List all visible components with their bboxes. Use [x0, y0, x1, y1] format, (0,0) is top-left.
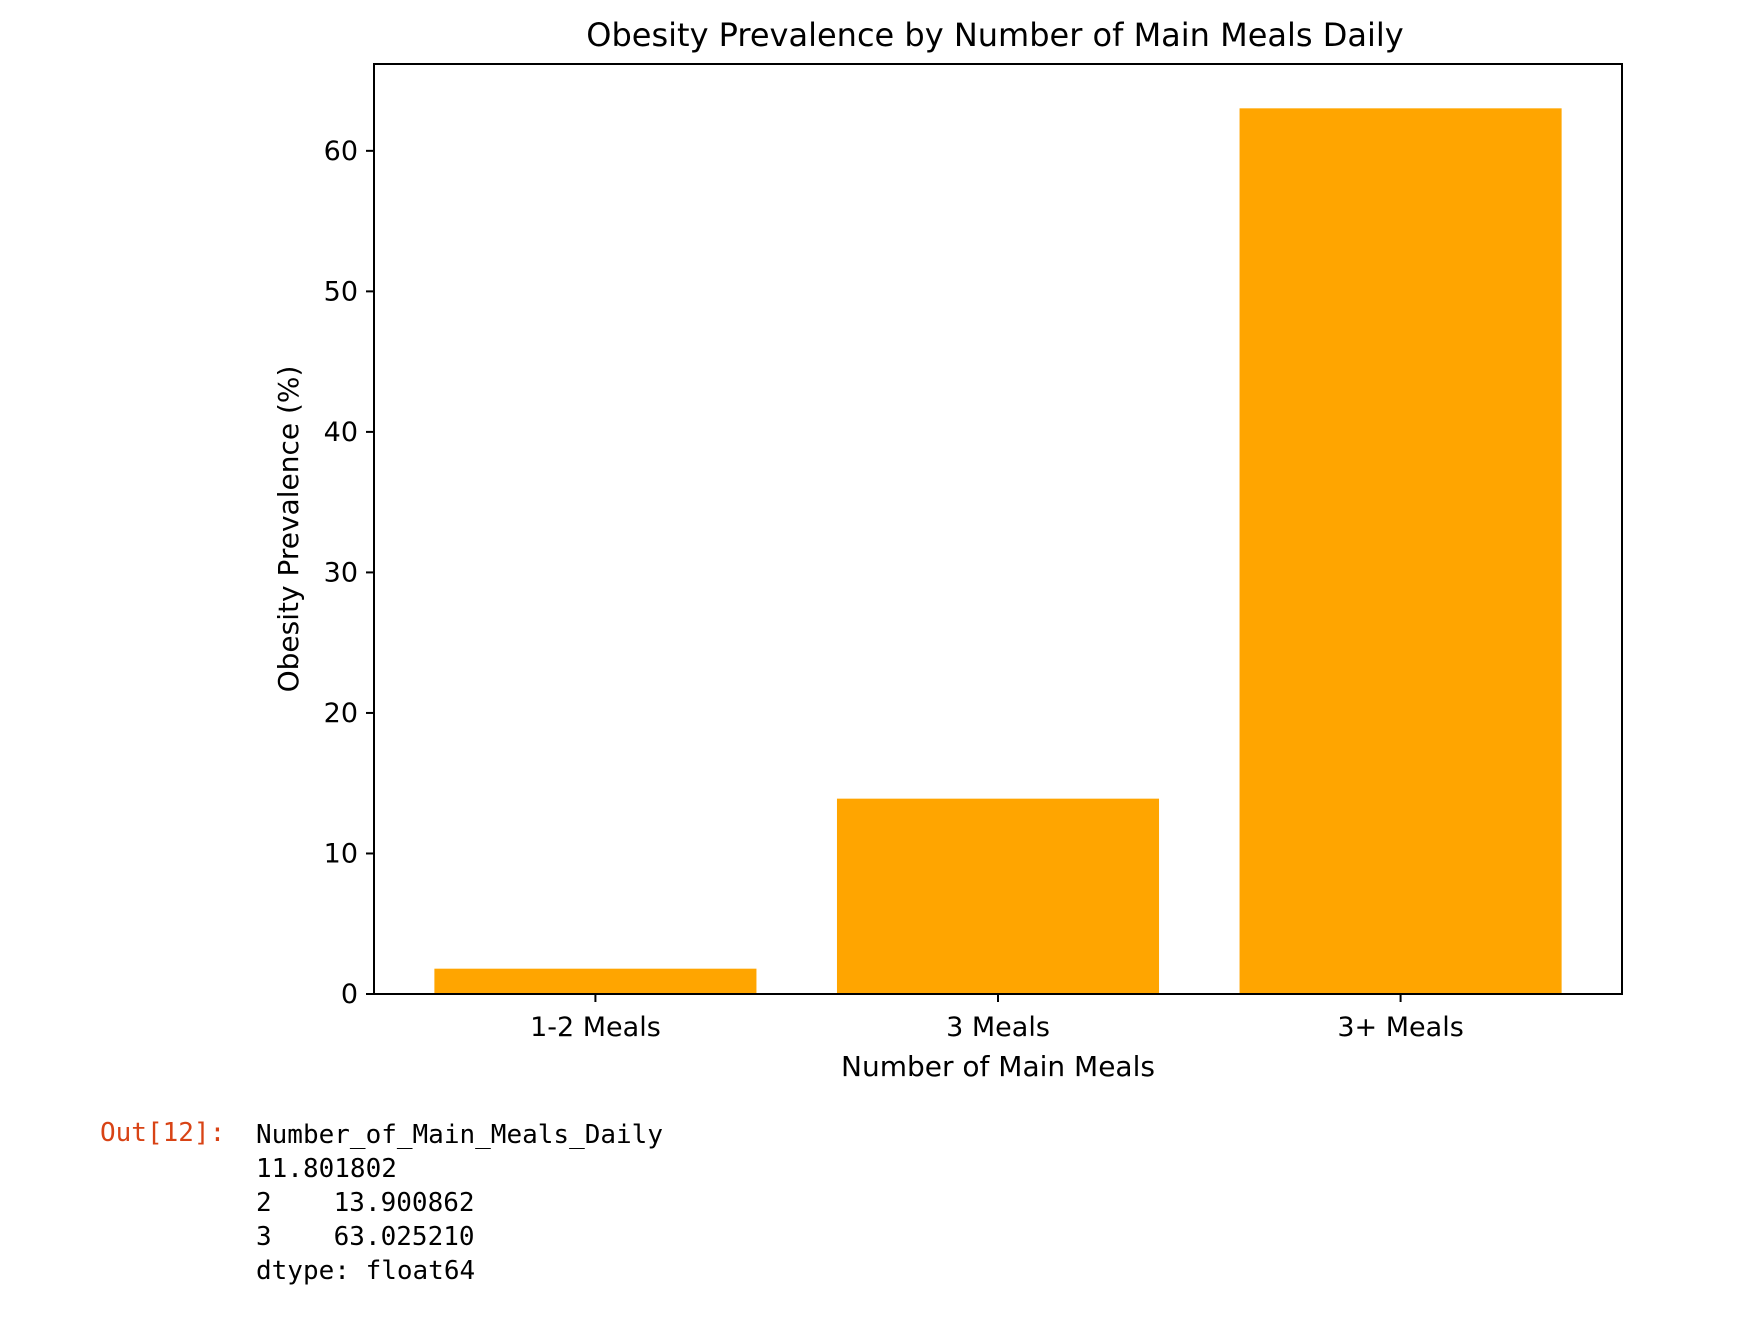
- output-series-name: Number_of_Main_Meals_Daily: [256, 1120, 663, 1150]
- plot-frame: [373, 63, 1623, 995]
- x-tick-label: 3 Meals: [946, 1012, 1050, 1043]
- output-row-index: 1: [256, 1154, 272, 1184]
- x-axis-ticks: 1-2 Meals 3 Meals 3+ Meals: [530, 994, 1464, 1043]
- output-value-3: 63.025210: [333, 1222, 475, 1252]
- y-axis-ticks: 0 10 20 30 40 50 60: [324, 136, 374, 1010]
- y-tick-label: 10: [324, 838, 358, 869]
- output-row-index: 3: [256, 1222, 272, 1252]
- output-row: 3 63.025210: [256, 1220, 663, 1254]
- y-tick-label: 0: [341, 979, 358, 1010]
- output-row: 11.801802: [256, 1152, 663, 1186]
- bars-group: [434, 108, 1562, 995]
- y-tick-label: 40: [324, 417, 358, 448]
- y-tick-label: 60: [324, 136, 358, 167]
- bar-3-meals: [836, 798, 1160, 994]
- chart-title: Obesity Prevalence by Number of Main Mea…: [586, 16, 1403, 54]
- output-text: Number_of_Main_Meals_Daily 11.801802 2 13…: [256, 1118, 663, 1288]
- output-value-2: 13.900862: [333, 1188, 475, 1218]
- output-prompt: Out[12]:: [100, 1118, 226, 1148]
- bar-1-2-meals: [434, 968, 757, 994]
- x-tick-label: 1-2 Meals: [530, 1012, 661, 1043]
- y-tick-label: 50: [324, 276, 358, 307]
- output-dtype: dtype: float64: [256, 1256, 476, 1286]
- y-axis-label: Obesity Prevalence (%): [272, 366, 305, 693]
- bar-3-meals: [1239, 108, 1562, 995]
- bar-chart: Obesity Prevalence by Number of Main Mea…: [272, 16, 1623, 1083]
- output-value-1: 1.801802: [271, 1154, 397, 1184]
- x-tick-label: 3+ Meals: [1337, 1012, 1463, 1043]
- output-row-value: 1.801802: [272, 1152, 397, 1186]
- y-tick-label: 30: [324, 557, 358, 588]
- output-row: 2 13.900862: [256, 1186, 663, 1220]
- output-row-index: 2: [256, 1188, 272, 1218]
- x-axis-label: Number of Main Meals: [841, 1050, 1155, 1083]
- y-tick-label: 20: [324, 698, 358, 729]
